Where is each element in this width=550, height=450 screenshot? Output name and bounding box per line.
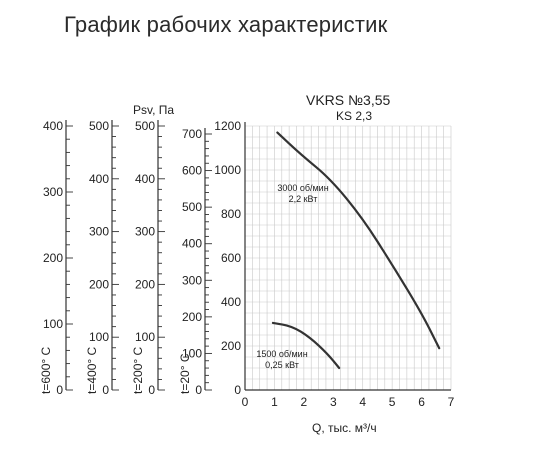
x-tick-label: 6: [418, 395, 425, 409]
secondary-tick-label: 600: [182, 164, 202, 178]
y-tick-label: 1000: [214, 163, 241, 177]
series-label: 0,25 кВт: [265, 360, 299, 370]
secondary-tick-label: 400: [182, 237, 202, 251]
x-tick-label: 5: [389, 395, 396, 409]
temperature-label: t=20° C: [178, 353, 192, 394]
temperature-label: t=200° C: [131, 347, 145, 394]
series-line-1500rpm: [271, 321, 341, 370]
series-label: 1500 об/мин: [256, 349, 307, 359]
secondary-tick-label: 200: [43, 251, 63, 265]
series-line-3000rpm: [276, 131, 441, 350]
secondary-tick-label: 400: [43, 119, 63, 133]
secondary-tick-label: 400: [135, 172, 155, 186]
curves: [271, 131, 441, 370]
secondary-tick-label: 100: [89, 330, 109, 344]
labels: 0 200 400 600 800 1000 1200 0 1 2 3 4 5 6 7 3000 об/мин…: [214, 119, 454, 409]
x-tick-label: 4: [359, 395, 366, 409]
secondary-tick-label: 500: [135, 119, 155, 133]
y-tick-label: 800: [221, 207, 241, 221]
x-tick-label: 3: [330, 395, 337, 409]
secondary-tick-label: 200: [135, 277, 155, 291]
x-tick-label: 1: [271, 395, 278, 409]
secondary-tick-label: 300: [43, 185, 63, 199]
y-tick-label: 200: [221, 339, 241, 353]
secondary-tick-label: 100: [182, 346, 202, 360]
secondary-tick-label: 0: [56, 383, 63, 397]
y-tick-label: 0: [234, 383, 241, 397]
secondary-tick-label: 200: [182, 310, 202, 324]
temperature-label: t=400° C: [85, 347, 99, 394]
secondary-tick-label: 0: [102, 383, 109, 397]
page-title: График рабочих характеристик: [64, 12, 388, 37]
y-tick-label: 1200: [214, 119, 241, 133]
secondary-tick-label: 300: [135, 225, 155, 239]
secondary-tick-label: 0: [148, 383, 155, 397]
secondary-tick-label: 100: [43, 317, 63, 331]
y-tick-label: 600: [221, 251, 241, 265]
series-label: 2,2 кВт: [289, 194, 318, 204]
secondary-tick-label: 200: [89, 277, 109, 291]
x-tick-label: 0: [242, 395, 249, 409]
secondary-tick-label: 500: [89, 119, 109, 133]
secondary-tick-label: 300: [182, 273, 202, 287]
x-tick-label: 7: [448, 395, 455, 409]
secondary-tick-label: 100: [135, 330, 155, 344]
chart-subtitle: KS 2,3: [336, 109, 372, 123]
secondary-tick-label: 500: [182, 200, 202, 214]
axes: [244, 122, 451, 391]
temperature-label: t=600° C: [39, 347, 53, 394]
x-axis-label: Q, тыс. м³/ч: [312, 421, 377, 435]
secondary-tick-label: 400: [89, 172, 109, 186]
secondary-tick-label: 0: [195, 383, 202, 397]
secondary-tick-label: 700: [182, 127, 202, 141]
secondary-tick-label: 300: [89, 225, 109, 239]
y-axis-label: Psv, Па: [133, 103, 174, 117]
x-tick-label: 2: [301, 395, 308, 409]
chart-title: VKRS №3,55: [306, 92, 390, 108]
series-label: 3000 об/мин: [277, 183, 328, 193]
y-tick-label: 400: [221, 295, 241, 309]
